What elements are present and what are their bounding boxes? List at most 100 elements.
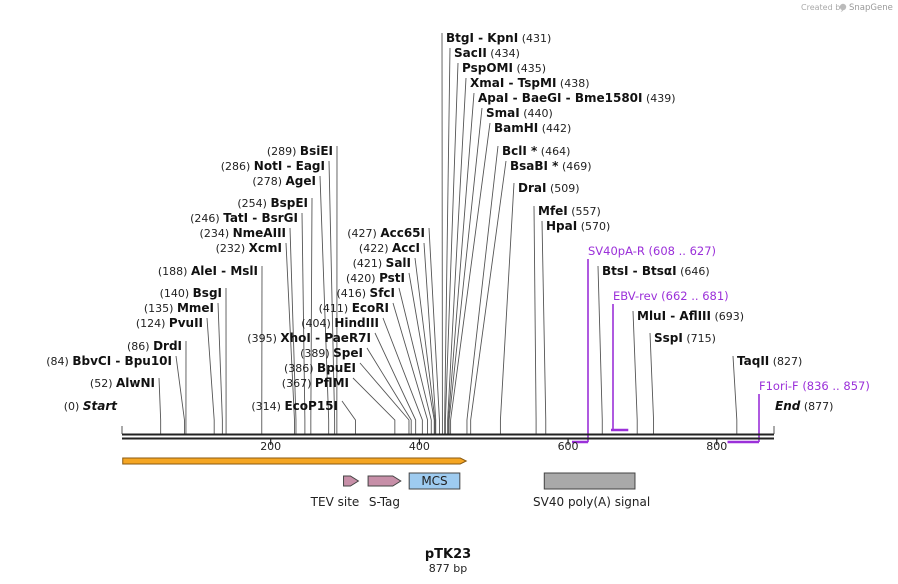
site-name: MluI	[637, 309, 666, 323]
site-leader	[328, 160, 336, 434]
site-position: (435)	[516, 62, 546, 75]
site-leader	[398, 287, 432, 434]
primer: EBV-rev (662 .. 681)	[611, 289, 729, 432]
site-name: MslI	[230, 264, 258, 278]
site-name-separator: -	[311, 331, 324, 345]
site-name: HindIII	[334, 316, 379, 330]
site-label: BtsI - BtsαI (646)	[602, 264, 710, 278]
feature-label: MCS	[421, 474, 447, 488]
feature-track: TEV site S-Tag MCS SV40 poly(A) signal	[122, 457, 650, 509]
site-label: (140) BsgI	[160, 286, 222, 300]
site-name-separator: -	[474, 31, 487, 45]
primer-label: F1ori-F (836 .. 857)	[759, 379, 870, 393]
site-position: (314)	[251, 400, 281, 413]
site-name: HpaI	[546, 219, 577, 233]
site-leader	[499, 182, 515, 434]
restriction-site: SacII (434)	[454, 46, 520, 60]
site-label: (289) BsiEI	[267, 144, 333, 158]
feature-label: SV40 poly(A) signal	[533, 495, 650, 509]
site-name-separator: -	[504, 76, 517, 90]
site-leader	[414, 257, 436, 434]
site-leader	[392, 302, 429, 434]
site-leader	[310, 197, 313, 434]
site-label: BsaBI * (469)	[510, 159, 592, 173]
restriction-site: (411) EcoRI	[319, 301, 389, 315]
site-leader	[366, 347, 412, 434]
restriction-site: BtsI - BtsαI (646)	[602, 264, 710, 278]
site-label: MluI - AflIII (693)	[637, 309, 744, 323]
site-leader	[448, 107, 483, 434]
site-name-separator: -	[248, 211, 261, 225]
restriction-site-labels: (0) Start(52) AlwNI(84) BbvCI - Bpu10I(8…	[46, 31, 833, 413]
site-name: EagI	[296, 159, 325, 173]
site-name: AflIII	[679, 309, 711, 323]
restriction-site: (389) SpeI	[300, 346, 363, 360]
restriction-site: (188) AleI - MslI	[158, 264, 258, 278]
restriction-site: XmaI - TspMI (438)	[470, 76, 590, 90]
site-name: BbvCI	[72, 354, 111, 368]
site-leader	[632, 310, 638, 434]
restriction-site: (420) PstI	[346, 271, 405, 285]
site-name: BsgI	[193, 286, 222, 300]
site-name: PvuII	[169, 316, 203, 330]
site-name: PflMI	[315, 376, 349, 390]
site-name-separator: -	[666, 309, 679, 323]
site-label: (411) EcoRI	[319, 301, 389, 315]
site-leader	[447, 92, 475, 434]
site-leader	[444, 47, 451, 434]
site-position: (440)	[523, 107, 553, 120]
site-leader	[423, 242, 437, 434]
restriction-site: (135) MmeI	[144, 301, 214, 315]
site-position: (877)	[804, 400, 834, 413]
site-label: (427) Acc65I	[347, 226, 425, 240]
site-name: End	[775, 399, 801, 413]
site-label: (232) XcmI	[216, 241, 282, 255]
feature-arrow	[367, 475, 402, 487]
restriction-site: (52) AlwNI	[90, 376, 155, 390]
site-name: MfeI	[538, 204, 568, 218]
site-label: (404) HindIII	[301, 316, 379, 330]
site-position: (438)	[560, 77, 590, 90]
site-label: (416) SfcI	[336, 286, 395, 300]
site-position: (557)	[571, 205, 601, 218]
site-name-separator: -	[282, 159, 295, 173]
restriction-site: PspOMI (435)	[462, 61, 546, 75]
site-leader-lines	[121, 32, 775, 434]
restriction-site: BtgI - KpnI (431)	[446, 31, 551, 45]
site-label: (420) PstI	[346, 271, 405, 285]
restriction-site: (286) NotI - EagI	[221, 159, 325, 173]
restriction-site: BamHI (442)	[494, 121, 571, 135]
site-name: Acc65I	[380, 226, 425, 240]
site-label: MfeI (557)	[538, 204, 601, 218]
feature-arrow: S-Tag	[367, 475, 402, 509]
site-label: HpaI (570)	[546, 219, 610, 233]
site-label: (135) MmeI	[144, 301, 214, 315]
site-label: (246) TatI - BsrGI	[190, 211, 298, 225]
restriction-site: (246) TatI - BsrGI	[190, 211, 298, 225]
site-name: PstI	[379, 271, 405, 285]
site-position: (416)	[336, 287, 366, 300]
site-position: (389)	[300, 347, 330, 360]
restriction-site: End (877)	[775, 399, 833, 413]
site-position: (289)	[267, 145, 297, 158]
site-name: SpeI	[333, 346, 363, 360]
site-leader	[206, 317, 215, 434]
site-name: BtsαI	[642, 264, 677, 278]
site-position: (234)	[200, 227, 230, 240]
site-label: XmaI - TspMI (438)	[470, 76, 590, 90]
site-position: (84)	[46, 355, 69, 368]
site-name: TatI	[223, 211, 248, 225]
site-leader	[352, 377, 396, 434]
restriction-site: SspI (715)	[654, 331, 716, 345]
restriction-site: (422) AccI	[359, 241, 420, 255]
site-name: XmaI	[470, 76, 504, 90]
site-label: (84) BbvCI - Bpu10I	[46, 354, 172, 368]
site-leader	[450, 122, 491, 434]
site-name: BaeGI	[522, 91, 562, 105]
site-name: PaeR7I	[324, 331, 371, 345]
feature-label: TEV site	[310, 495, 360, 509]
site-label: BamHI (442)	[494, 121, 571, 135]
site-label: (188) AleI - MslI	[158, 264, 258, 278]
site-leader	[285, 242, 295, 434]
site-name: SacII	[454, 46, 487, 60]
